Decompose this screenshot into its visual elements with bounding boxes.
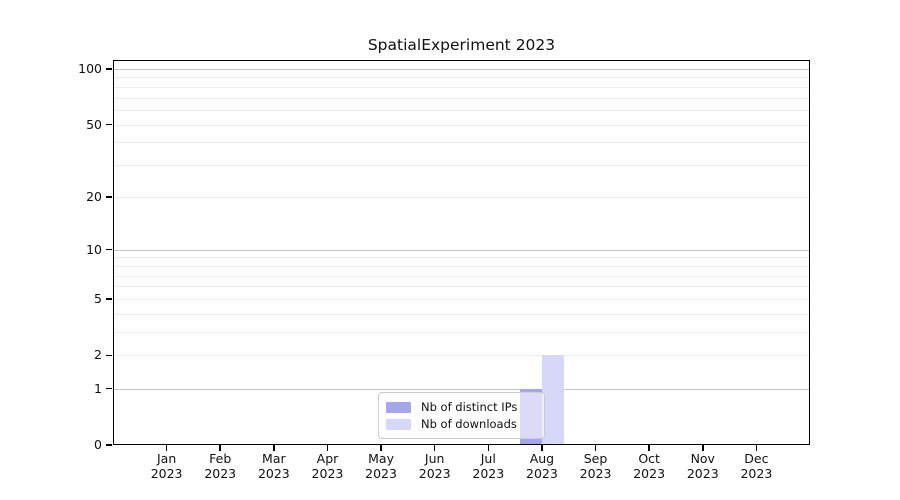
x-tick-month: Apr xyxy=(316,451,339,466)
x-tick-year: 2023 xyxy=(740,466,773,481)
y-tick-label-2: 2 xyxy=(94,347,102,363)
x-tick-label-nov: Nov 2023 xyxy=(675,451,731,481)
x-tick-label-apr: Apr 2023 xyxy=(299,451,355,481)
x-tick-year: 2023 xyxy=(257,466,290,481)
x-tick-month: Nov xyxy=(690,451,715,466)
x-tick-label-mar: Mar 2023 xyxy=(246,451,302,481)
y-tick-mark-0 xyxy=(106,444,112,446)
gridline-major-10 xyxy=(113,249,810,251)
legend: Nb of distinct IPs Nb of downloads xyxy=(378,392,545,439)
gridline-minor-40 xyxy=(113,142,810,144)
x-tick-mark-jul xyxy=(487,445,490,451)
y-tick-mark-5 xyxy=(106,298,112,300)
gridline-minor-20 xyxy=(113,196,810,198)
x-tick-label-oct: Oct 2023 xyxy=(621,451,677,481)
y-tick-label-0: 0 xyxy=(94,437,102,452)
x-tick-label-jun: Jun 2023 xyxy=(407,451,463,481)
legend-swatch-nb-of-downloads xyxy=(386,418,411,430)
x-tick-label-feb: Feb 2023 xyxy=(192,451,248,481)
gridline-minor-70 xyxy=(113,97,810,99)
x-tick-mark-feb xyxy=(219,445,221,451)
x-tick-month: Mar xyxy=(262,451,286,466)
x-tick-year: 2023 xyxy=(633,466,666,481)
x-tick-month: Aug xyxy=(529,451,555,466)
x-tick-month: Jan xyxy=(156,451,177,466)
legend-item-nb-of-distinct-ips: Nb of distinct IPs xyxy=(386,400,537,414)
y-tick-mark-1 xyxy=(106,387,112,390)
x-tick-month: Jun xyxy=(424,451,445,466)
x-tick-month: May xyxy=(368,451,394,466)
gridline-minor-4 xyxy=(113,313,810,315)
x-tick-year: 2023 xyxy=(526,466,558,481)
x-tick-label-may: May 2023 xyxy=(353,451,409,481)
y-tick-label-100: 100 xyxy=(78,61,102,76)
gridline-minor-80 xyxy=(113,86,810,88)
x-tick-year: 2023 xyxy=(686,466,719,481)
y-tick-mark-2 xyxy=(106,354,112,357)
gridline-minor-60 xyxy=(113,110,810,112)
x-tick-mark-mar xyxy=(273,445,275,451)
x-tick-label-jan: Jan 2023 xyxy=(139,451,195,481)
legend-item-nb-of-downloads: Nb of downloads xyxy=(386,417,537,431)
y-tick-label-20: 20 xyxy=(86,188,102,204)
gridline-major-1 xyxy=(113,388,810,390)
gridline-minor-6 xyxy=(113,286,810,288)
x-tick-mark-aug xyxy=(541,445,543,451)
x-tick-month: Jul xyxy=(480,451,496,466)
gridline-minor-2 xyxy=(113,355,810,357)
gridline-minor-50 xyxy=(113,124,810,126)
legend-label-nb-of-downloads: Nb of downloads xyxy=(421,417,517,431)
y-tick-label-50: 50 xyxy=(86,116,102,132)
x-tick-month: Sep xyxy=(583,451,608,466)
gridline-minor-30 xyxy=(113,165,810,167)
x-tick-month: Feb xyxy=(209,451,232,466)
x-tick-month: Oct xyxy=(638,451,660,466)
x-tick-year: 2023 xyxy=(150,466,183,481)
legend-label-nb-of-distinct-ips: Nb of distinct IPs xyxy=(421,400,518,414)
x-tick-year: 2023 xyxy=(579,466,612,481)
y-tick-mark-20 xyxy=(106,196,112,198)
x-tick-label-dec: Dec 2023 xyxy=(728,451,784,481)
x-tick-year: 2023 xyxy=(418,466,451,481)
x-tick-year: 2023 xyxy=(472,466,505,481)
x-tick-label-sep: Sep 2023 xyxy=(568,451,624,481)
legend-swatch-nb-of-distinct-ips xyxy=(386,401,411,413)
x-tick-mark-jan xyxy=(165,445,168,451)
gridline-minor-8 xyxy=(113,265,810,267)
gridline-minor-9 xyxy=(113,257,810,259)
gridline-major-100 xyxy=(113,69,810,70)
y-tick-label-5: 5 xyxy=(94,291,102,307)
plot-area xyxy=(113,60,810,445)
x-tick-mark-oct xyxy=(648,445,650,451)
x-tick-year: 2023 xyxy=(204,466,237,481)
x-tick-year: 2023 xyxy=(311,466,344,481)
y-tick-mark-50 xyxy=(106,123,112,126)
x-tick-mark-jun xyxy=(433,445,436,451)
y-tick-label-10: 10 xyxy=(86,241,102,257)
x-tick-mark-apr xyxy=(326,445,329,451)
chart-title: SpatialExperiment 2023 xyxy=(367,36,556,54)
x-tick-mark-sep xyxy=(594,445,597,451)
gridline-minor-90 xyxy=(113,77,810,79)
x-tick-month: Dec xyxy=(744,451,769,466)
x-tick-mark-nov xyxy=(702,445,704,451)
y-tick-mark-100 xyxy=(106,68,112,70)
gridline-minor-5 xyxy=(113,299,810,301)
gridline-minor-3 xyxy=(113,332,810,334)
x-tick-year: 2023 xyxy=(365,466,397,481)
x-tick-label-jul: Jul 2023 xyxy=(460,451,516,481)
gridline-minor-7 xyxy=(113,275,810,277)
bar-nb-of-downloads-aug xyxy=(541,355,564,445)
x-tick-label-aug: Aug 2023 xyxy=(514,451,570,481)
y-tick-label-1: 1 xyxy=(94,380,102,396)
x-tick-mark-dec xyxy=(755,445,758,451)
x-tick-mark-may xyxy=(380,445,382,451)
y-tick-mark-10 xyxy=(106,248,112,251)
